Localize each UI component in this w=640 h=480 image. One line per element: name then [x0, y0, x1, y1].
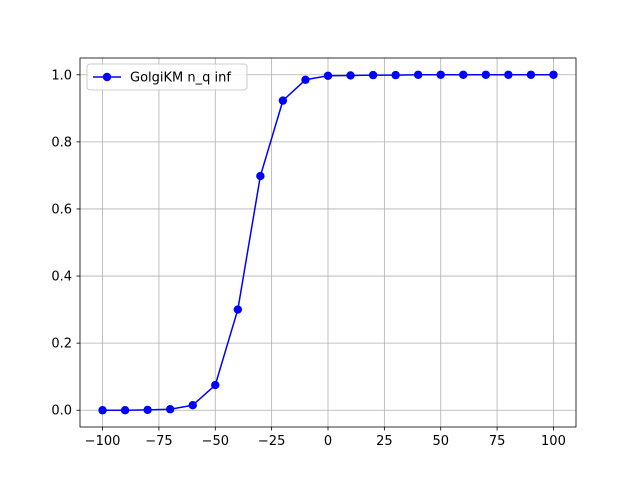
data-point — [233, 305, 243, 314]
legend-box — [86, 63, 248, 91]
x-tick-label: 75 — [489, 434, 506, 449]
data-point — [301, 75, 310, 85]
y-tick-label: 0.4 — [51, 270, 72, 285]
data-point — [504, 70, 513, 79]
y-tick-label: 0.2 — [51, 337, 72, 352]
data-point — [211, 380, 220, 390]
data-point — [256, 171, 265, 181]
x-tick-label: 50 — [432, 434, 449, 449]
data-point — [346, 71, 355, 80]
data-point — [120, 406, 130, 415]
data-point — [526, 70, 536, 79]
x-tick-label: −25 — [258, 434, 285, 449]
data-point — [278, 96, 288, 105]
y-tick-label: 0.0 — [51, 404, 72, 419]
x-tick-label: −100 — [85, 434, 121, 449]
data-point — [436, 70, 445, 79]
data-point — [368, 70, 378, 80]
y-tick-label: 0.6 — [51, 202, 72, 217]
y-tick-label: 1.0 — [51, 68, 72, 83]
axes: −100 −75 −50 −25 0 25 50 75 100 0.0 0.2 0.4 0.6 0.8 1.… — [51, 57, 577, 449]
legend-label: GolgiKM n_q inf — [130, 71, 231, 86]
data-point — [481, 70, 491, 79]
data-point — [323, 71, 333, 80]
data-point — [165, 405, 175, 414]
x-tick-label: 25 — [376, 434, 393, 449]
data-point — [143, 405, 152, 415]
grid — [80, 58, 576, 427]
y-tick-label: 0.8 — [51, 135, 72, 150]
data-point — [459, 70, 468, 79]
data-point — [98, 406, 107, 415]
x-tick-label: 100 — [541, 434, 566, 449]
data-point — [188, 400, 197, 410]
series-layer — [98, 70, 558, 415]
legend: GolgiKM n_q inf — [86, 63, 248, 91]
data-point — [413, 70, 423, 79]
data-point — [391, 70, 400, 80]
x-tick-label: 0 — [324, 434, 332, 449]
legend-marker-swatch — [102, 72, 112, 82]
data-point — [549, 70, 558, 79]
x-tick-label: −50 — [202, 434, 229, 449]
x-tick-label: −75 — [145, 434, 172, 449]
